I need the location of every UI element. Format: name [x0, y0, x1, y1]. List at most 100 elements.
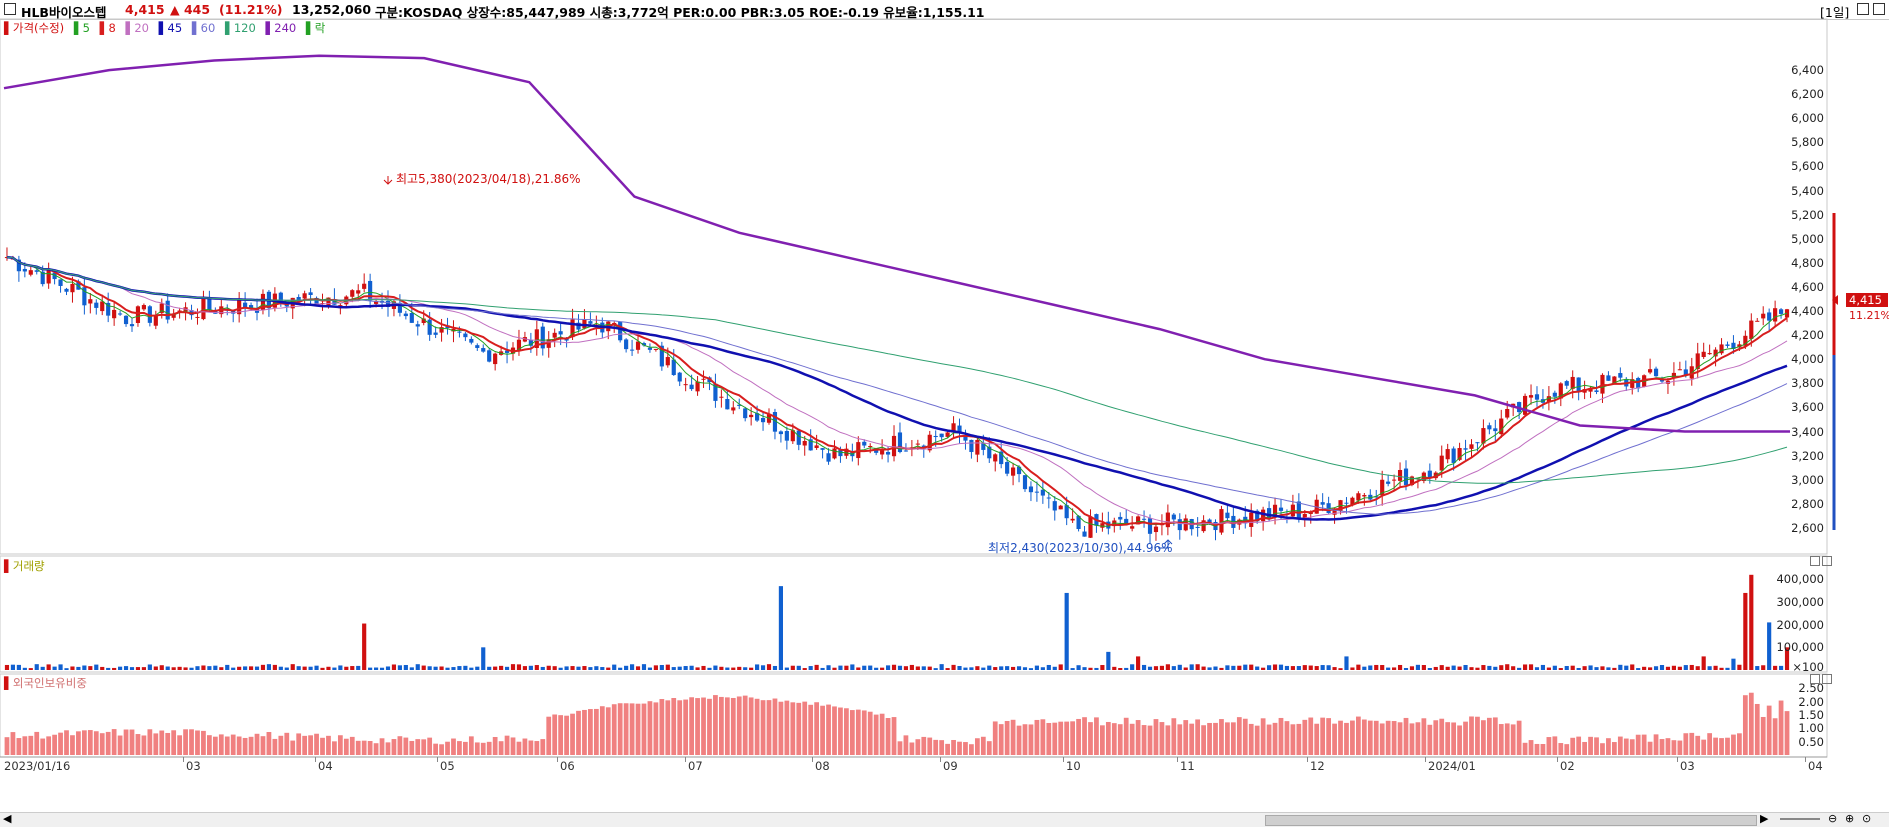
candle-body [475, 345, 480, 348]
foreign-ratio-bar [1463, 721, 1468, 755]
price-tick-label: 4,400 [1791, 304, 1824, 319]
volume-bar [1737, 664, 1742, 670]
foreign-ratio-bar [433, 743, 438, 755]
zoom-reset-icon[interactable]: ⊙ [1862, 812, 1872, 825]
foreign-ratio-bar [677, 700, 683, 755]
foreign-ratio-bar [1475, 716, 1480, 755]
foreign-ratio-bar [34, 731, 40, 755]
candle-body [1153, 526, 1159, 533]
foreign-ratio-bar [141, 735, 147, 755]
foreign-ratio-bar [1540, 743, 1546, 755]
foreign-pane-title: ▌외국인보유비중 [4, 676, 87, 690]
foreign-ratio-bar [230, 734, 236, 755]
zoom-out-icon[interactable]: ⊖ [1828, 812, 1838, 825]
foreign-ratio-bar [46, 736, 52, 755]
volume-bar [64, 668, 69, 670]
candle-body [123, 315, 129, 325]
foreign-ratio-bar [1451, 722, 1457, 755]
zoom-slider[interactable] [1780, 818, 1820, 820]
candle-body [755, 413, 760, 421]
volume-bar [766, 664, 772, 670]
pane-close-button-2[interactable] [1822, 674, 1832, 684]
volume-bar [1397, 664, 1403, 670]
foreign-ratio-bar [1707, 733, 1713, 755]
candle-body [665, 357, 670, 366]
candle-body [1278, 507, 1284, 511]
volume-bar [445, 667, 450, 670]
volume-bar [1755, 666, 1760, 670]
candle-body [826, 453, 831, 462]
legend-fall-label: 락 [314, 21, 326, 35]
period-button[interactable]: [1일] [1820, 5, 1850, 20]
volume-bar [1784, 647, 1790, 670]
volume-bar [123, 666, 129, 670]
foreign-ratio-bar [1040, 719, 1046, 755]
x-tick-label: 04 [318, 759, 333, 773]
foreign-ratio-bar [302, 735, 308, 755]
price-tick-label: 5,800 [1791, 135, 1824, 150]
foreign-ratio-bar [1213, 722, 1218, 755]
candle-body [1040, 489, 1045, 496]
candle-body [493, 353, 498, 365]
volume-bar [1130, 664, 1135, 670]
foreign-ratio-bar [611, 704, 617, 755]
volume-bar [219, 667, 224, 670]
candle-body [1052, 501, 1057, 511]
scrollbar-thumb[interactable] [1265, 815, 1757, 826]
candle-body [1558, 383, 1563, 399]
volume-bar [88, 666, 93, 670]
candle-body [1177, 519, 1182, 531]
candle-body [302, 293, 307, 299]
foreign-ratio-bar [736, 696, 742, 755]
pane-minimize-button[interactable] [1810, 556, 1820, 566]
foreign-ratio-bar [486, 741, 492, 755]
volume-bar [391, 664, 397, 670]
candle-body [1528, 395, 1534, 398]
foreign-ratio-bar [391, 739, 397, 755]
zoom-in-icon[interactable]: ⊕ [1845, 812, 1855, 825]
restore-icon[interactable] [1857, 3, 1869, 15]
pane-minimize-button-2[interactable] [1810, 674, 1820, 684]
window-icon[interactable] [4, 3, 16, 15]
volume-bar [201, 665, 206, 670]
foreign-ratio-bar [1010, 719, 1016, 755]
volume-bar [1380, 665, 1385, 670]
volume-bar [195, 666, 200, 670]
foreign-ratio-bar [1278, 717, 1284, 755]
volume-bar [225, 664, 230, 670]
volume-bar [1231, 665, 1236, 670]
candle-body [326, 297, 331, 307]
candle-body [1136, 516, 1141, 525]
volume-bar [326, 666, 331, 670]
foreign-ratio-bar [713, 695, 718, 755]
volume-bar [421, 665, 426, 670]
candle-body [838, 449, 843, 457]
foreign-ratio-bar [189, 729, 194, 755]
horizontal-scrollbar[interactable]: ◀ ▶ ⊖ ⊕ ⊙ [0, 812, 1889, 827]
volume-bar [1046, 664, 1051, 670]
pane-close-button[interactable] [1822, 556, 1832, 566]
scroll-right-icon[interactable]: ▶ [1760, 812, 1769, 825]
candle-body [427, 319, 432, 335]
foreign-ratio-bar [40, 738, 46, 755]
candle-body [975, 439, 980, 455]
volume-bar [1326, 665, 1331, 670]
candle-body [332, 299, 337, 305]
volume-bar [1659, 665, 1665, 670]
foreign-ratio-bar [796, 702, 802, 755]
foreign-ratio-bar [1611, 742, 1617, 755]
foreign-ratio-bar [1564, 744, 1570, 755]
close-icon[interactable] [1873, 3, 1885, 15]
foreign-ratio-bar [1623, 738, 1629, 755]
candle-body [1481, 428, 1486, 444]
candle-body [88, 299, 93, 304]
scroll-left-icon[interactable]: ◀ [3, 812, 12, 825]
volume-bar [1284, 665, 1290, 670]
foreign-ratio-bar [582, 709, 587, 755]
foreign-ratio-bar [1356, 716, 1361, 755]
foreign-ratio-bar [599, 706, 605, 755]
candle-body [1767, 312, 1772, 321]
volume-bar [308, 666, 313, 670]
foreign-ratio-bar [207, 735, 212, 755]
